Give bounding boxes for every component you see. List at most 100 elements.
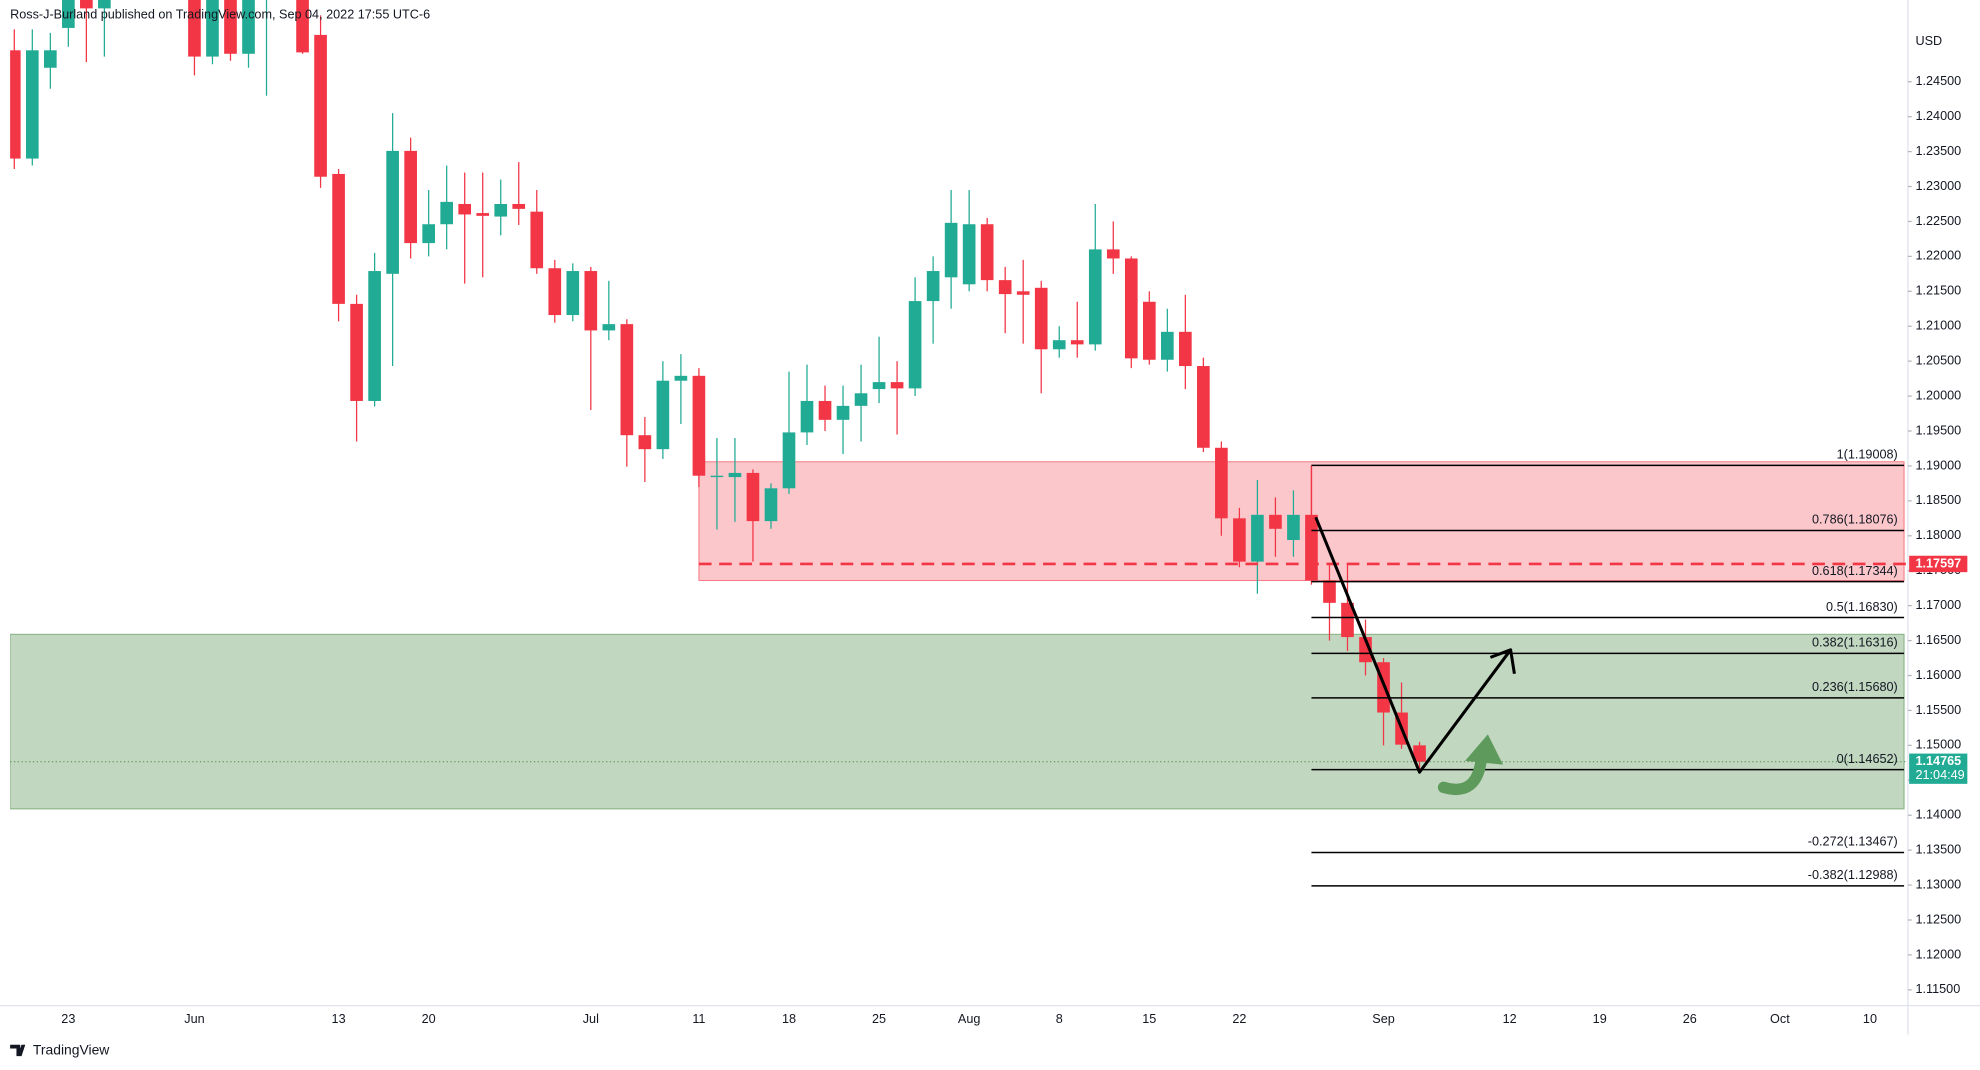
candle-body	[512, 203, 526, 209]
candle-body	[206, 0, 219, 57]
fib-label: 0.786(1.18076)	[1812, 513, 1898, 527]
candle-body	[548, 268, 562, 316]
candle-body	[1052, 340, 1066, 350]
y-tick-label: 1.16500	[1915, 633, 1961, 647]
y-tick-label: 1.18500	[1915, 493, 1961, 507]
candle-body	[1323, 580, 1336, 603]
candle-body	[25, 50, 39, 159]
zone	[10, 633, 1905, 810]
candle-body	[836, 405, 850, 420]
candle-body	[476, 213, 490, 216]
candle-body	[1287, 514, 1300, 540]
y-tick-label: 1.12500	[1915, 912, 1961, 926]
x-tick-label: 10	[1863, 1012, 1877, 1026]
candle-body	[944, 222, 958, 278]
candle-body	[242, 0, 255, 54]
x-tick-label: 8	[1056, 1012, 1063, 1026]
candle-body	[1034, 287, 1048, 350]
x-tick-label: Aug	[958, 1012, 980, 1026]
candle-body	[404, 150, 417, 244]
candle-body	[458, 203, 472, 215]
candle-body	[872, 382, 886, 390]
candle-body	[656, 380, 670, 450]
candle-body	[1197, 366, 1210, 448]
candle-body	[530, 211, 544, 269]
candle-body	[10, 50, 21, 159]
candle-body	[764, 488, 778, 522]
level-price-box	[1909, 555, 1968, 573]
candle-body	[98, 0, 111, 9]
y-tick-label: 1.19500	[1915, 423, 1961, 437]
x-tick-label: 18	[782, 1012, 796, 1026]
candle-body	[620, 324, 634, 436]
candle-body	[710, 475, 724, 478]
plot-area: 1(1.19008) 0.786(1.18076) 0.618(1.17344) 0.…	[10, 0, 1908, 887]
trend-arrow	[1314, 516, 1512, 774]
y-tick-label: 1.22000	[1915, 249, 1961, 263]
y-tick-label: 1.13000	[1915, 877, 1961, 891]
y-tick-label: 1.16000	[1915, 668, 1961, 682]
candle-body	[602, 324, 616, 331]
candle-body	[782, 432, 796, 489]
arrow-head	[1489, 648, 1516, 675]
branding: TradingView	[10, 1042, 110, 1058]
y-tick-label: 1.15500	[1915, 703, 1961, 717]
fib-label: 0.382(1.16316)	[1812, 636, 1898, 650]
fib-label: -0.272(1.13467)	[1808, 835, 1898, 849]
y-tick-label: 1.11500	[1915, 982, 1960, 996]
candle-body	[224, 0, 237, 54]
x-tick-label: 15	[1142, 1012, 1156, 1026]
y-tick-label: 1.23000	[1915, 179, 1961, 193]
candle-body	[1215, 447, 1228, 519]
candle-body	[1233, 518, 1246, 562]
x-tick-label: 12	[1503, 1012, 1517, 1026]
fib-label: -0.382(1.12988)	[1808, 868, 1898, 882]
candle-body	[314, 34, 327, 177]
x-tick-label: Oct	[1770, 1012, 1790, 1026]
candle-body	[1269, 514, 1282, 529]
x-tick-label: 26	[1683, 1012, 1697, 1026]
candle-body	[854, 393, 868, 406]
y-tick-label: 1.24500	[1915, 74, 1961, 88]
candle-body	[980, 224, 994, 281]
candle-body	[1413, 745, 1426, 762]
candle-body	[386, 150, 399, 274]
candle-body	[422, 224, 435, 244]
fib-label: 0.236(1.15680)	[1812, 680, 1898, 694]
candle-body	[818, 400, 832, 420]
candle-body	[890, 382, 904, 389]
x-tick-label: Sep	[1372, 1012, 1394, 1026]
candle-body	[584, 271, 598, 331]
axes: 1.11500 1.12000 1.12500 1.13000 1.13500 1.140…	[61, 74, 1968, 1026]
candle-body	[1179, 331, 1192, 367]
candle-body	[926, 271, 940, 302]
level-price-label: 1.17597	[1915, 556, 1961, 570]
x-tick-label: 22	[1232, 1012, 1246, 1026]
fib-label: 0.5(1.16830)	[1826, 600, 1898, 614]
y-tick-label: 1.19000	[1915, 458, 1961, 472]
candle-body	[1088, 249, 1102, 345]
candle-body	[494, 203, 508, 217]
y-tick-label: 1.20000	[1915, 388, 1961, 402]
candle-body	[1016, 291, 1030, 295]
candle-body	[440, 201, 454, 225]
x-tick-label: Jun	[184, 1012, 204, 1026]
x-tick-label: Jul	[583, 1012, 599, 1026]
candle-body	[368, 271, 381, 401]
candle-body	[1305, 514, 1318, 581]
candle-body	[638, 435, 652, 450]
candle-body	[62, 0, 75, 28]
candle-body	[296, 0, 309, 53]
candle-body	[566, 271, 580, 316]
candle-body	[1106, 249, 1120, 259]
curved-arrow-head	[1465, 734, 1504, 765]
candle-body	[728, 472, 742, 478]
y-tick-label: 1.21500	[1915, 284, 1961, 298]
candle-body	[1070, 340, 1084, 345]
y-tick-label: 1.13500	[1915, 842, 1961, 856]
y-tick-label: 1.17000	[1915, 598, 1961, 612]
candle-body	[908, 301, 922, 389]
publisher-note: Ross-J-Burland published on TradingView.…	[10, 7, 430, 21]
countdown-label: 21:04:49	[1915, 768, 1964, 782]
currency-label: USD	[1915, 34, 1942, 48]
